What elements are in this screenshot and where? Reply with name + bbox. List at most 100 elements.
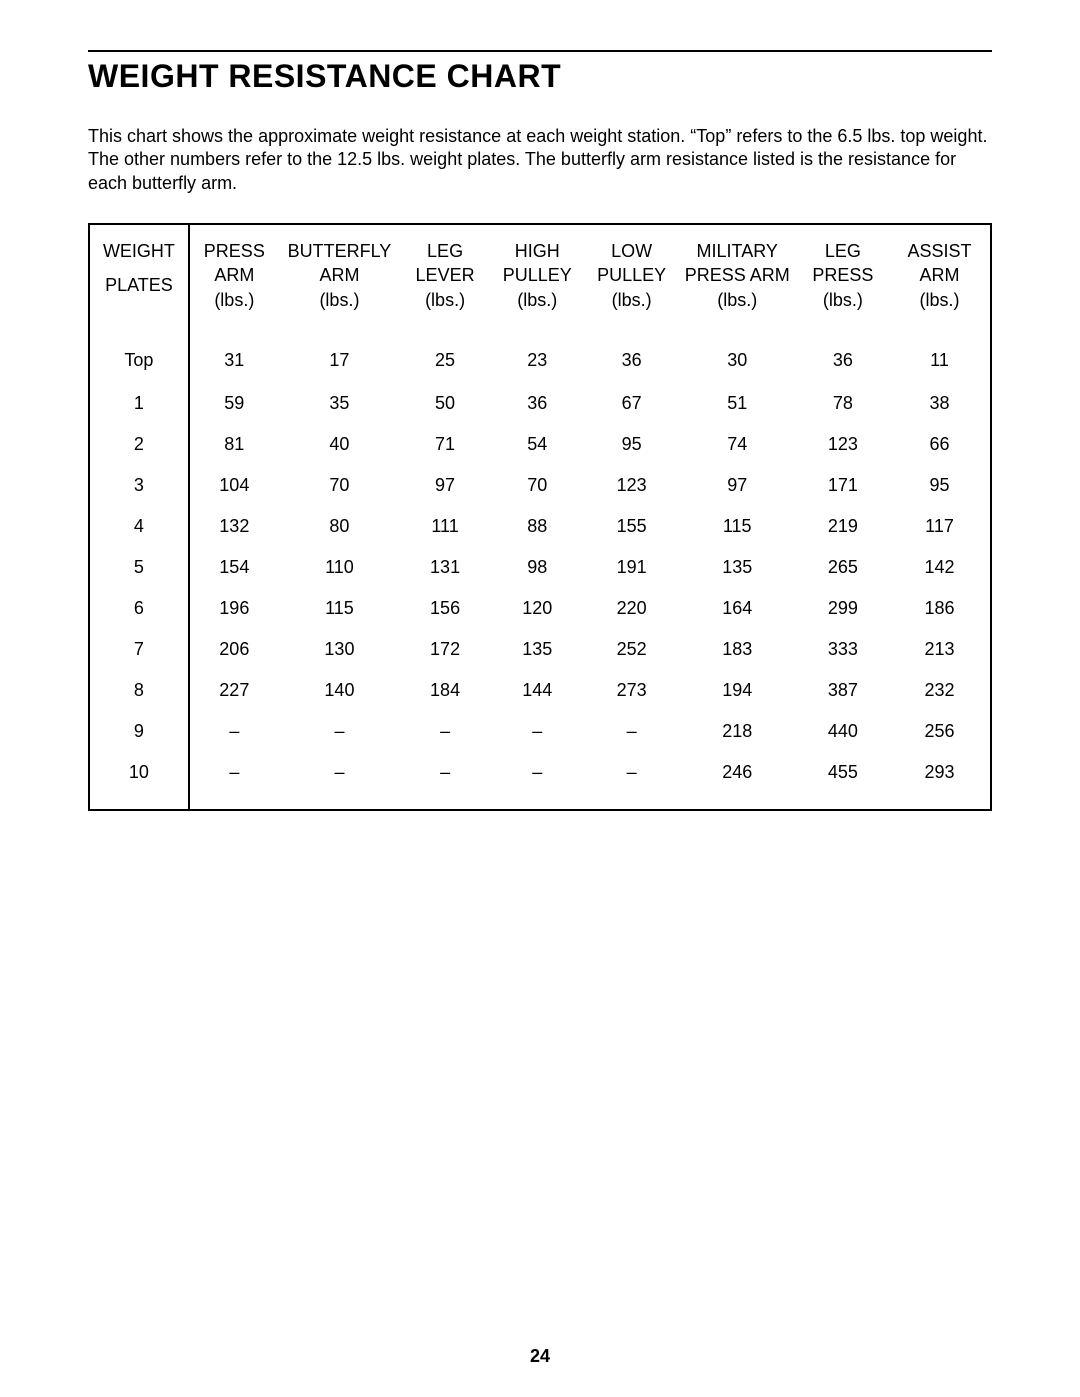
col-header-text: (lbs.)	[584, 288, 678, 312]
table-cell: 4	[90, 506, 189, 547]
table-cell: –	[189, 711, 279, 752]
document-page: WEIGHT RESISTANCE CHART This chart shows…	[0, 0, 1080, 1397]
table-cell: 135	[490, 629, 584, 670]
resistance-table: WEIGHT PLATES PRESS ARM (lbs.) BUTTERFLY…	[90, 225, 990, 809]
table-cell: 95	[584, 424, 678, 465]
table-cell: 219	[796, 506, 890, 547]
table-cell: 115	[279, 588, 400, 629]
table-row: 8227140184144273194387232	[90, 670, 989, 711]
table-cell: 7	[90, 629, 189, 670]
table-cell: 40	[279, 424, 400, 465]
table-cell: 6	[90, 588, 189, 629]
table-cell: 265	[796, 547, 890, 588]
col-header-text: LEVER	[400, 263, 490, 287]
table-cell: 110	[279, 547, 400, 588]
table-cell: 54	[490, 424, 584, 465]
table-row: Top3117252336303611	[90, 328, 989, 383]
table-row: 41328011188155115219117	[90, 506, 989, 547]
col-header-text: ARM	[190, 263, 279, 287]
col-header-text: ARM	[890, 263, 989, 287]
col-header-text: PRESS	[190, 239, 279, 263]
table-cell: 97	[400, 465, 490, 506]
table-cell: 455	[796, 752, 890, 809]
table-cell: 95	[890, 465, 989, 506]
table-cell: 23	[490, 328, 584, 383]
table-body: Top3117252336303611159355036675178382814…	[90, 328, 989, 809]
col-header-text: (lbs.)	[796, 288, 890, 312]
table-cell: 97	[679, 465, 796, 506]
table-cell: Top	[90, 328, 189, 383]
table-cell: 71	[400, 424, 490, 465]
table-cell: 80	[279, 506, 400, 547]
table-cell: 74	[679, 424, 796, 465]
col-header-text: PULLEY	[490, 263, 584, 287]
col-header-assist-arm: ASSIST ARM (lbs.)	[890, 225, 989, 328]
table-cell: 50	[400, 383, 490, 424]
table-cell: 67	[584, 383, 678, 424]
col-header-text: LEG	[400, 239, 490, 263]
table-cell: 218	[679, 711, 796, 752]
table-cell: –	[189, 752, 279, 809]
table-cell: 186	[890, 588, 989, 629]
table-cell: –	[490, 711, 584, 752]
table-cell: 123	[584, 465, 678, 506]
table-cell: 252	[584, 629, 678, 670]
table-cell: 5	[90, 547, 189, 588]
table-cell: 135	[679, 547, 796, 588]
table-cell: 171	[796, 465, 890, 506]
table-cell: 9	[90, 711, 189, 752]
table-cell: 98	[490, 547, 584, 588]
table-cell: 66	[890, 424, 989, 465]
table-cell: 17	[279, 328, 400, 383]
table-cell: 227	[189, 670, 279, 711]
table-cell: –	[400, 711, 490, 752]
table-cell: 81	[189, 424, 279, 465]
col-header-text: PRESS ARM	[679, 263, 796, 287]
col-header-text: (lbs.)	[190, 288, 279, 312]
table-row: 10–––––246455293	[90, 752, 989, 809]
table-cell: 1	[90, 383, 189, 424]
col-header-text: ARM	[279, 263, 400, 287]
col-header-text: BUTTERFLY	[279, 239, 400, 263]
table-cell: 184	[400, 670, 490, 711]
top-rule	[88, 50, 992, 52]
table-cell: 172	[400, 629, 490, 670]
table-cell: 273	[584, 670, 678, 711]
col-header-text: (lbs.)	[400, 288, 490, 312]
table-cell: 59	[189, 383, 279, 424]
table-cell: 213	[890, 629, 989, 670]
table-cell: 8	[90, 670, 189, 711]
table-cell: –	[279, 711, 400, 752]
table-cell: 220	[584, 588, 678, 629]
col-header-text: PLATES	[98, 273, 180, 297]
page-title: WEIGHT RESISTANCE CHART	[88, 58, 992, 95]
resistance-table-wrap: WEIGHT PLATES PRESS ARM (lbs.) BUTTERFLY…	[88, 223, 992, 811]
table-cell: 196	[189, 588, 279, 629]
table-cell: 191	[584, 547, 678, 588]
intro-paragraph: This chart shows the approximate weight …	[88, 125, 992, 195]
table-cell: 36	[584, 328, 678, 383]
page-number: 24	[0, 1346, 1080, 1367]
table-cell: 144	[490, 670, 584, 711]
col-header-text: PULLEY	[584, 263, 678, 287]
col-header-leg-lever: LEG LEVER (lbs.)	[400, 225, 490, 328]
table-cell: 131	[400, 547, 490, 588]
col-header-high-pulley: HIGH PULLEY (lbs.)	[490, 225, 584, 328]
table-cell: 104	[189, 465, 279, 506]
table-cell: 51	[679, 383, 796, 424]
col-header-text: (lbs.)	[279, 288, 400, 312]
table-cell: 36	[796, 328, 890, 383]
table-cell: 140	[279, 670, 400, 711]
table-cell: 120	[490, 588, 584, 629]
col-header-text: MILITARY	[679, 239, 796, 263]
col-header-text: WEIGHT	[98, 239, 180, 263]
table-cell: 132	[189, 506, 279, 547]
table-cell: 333	[796, 629, 890, 670]
table-cell: 155	[584, 506, 678, 547]
col-header-text: LEG	[796, 239, 890, 263]
table-cell: 117	[890, 506, 989, 547]
table-cell: 36	[490, 383, 584, 424]
col-header-butterfly-arm: BUTTERFLY ARM (lbs.)	[279, 225, 400, 328]
table-cell: 111	[400, 506, 490, 547]
table-cell: 3	[90, 465, 189, 506]
